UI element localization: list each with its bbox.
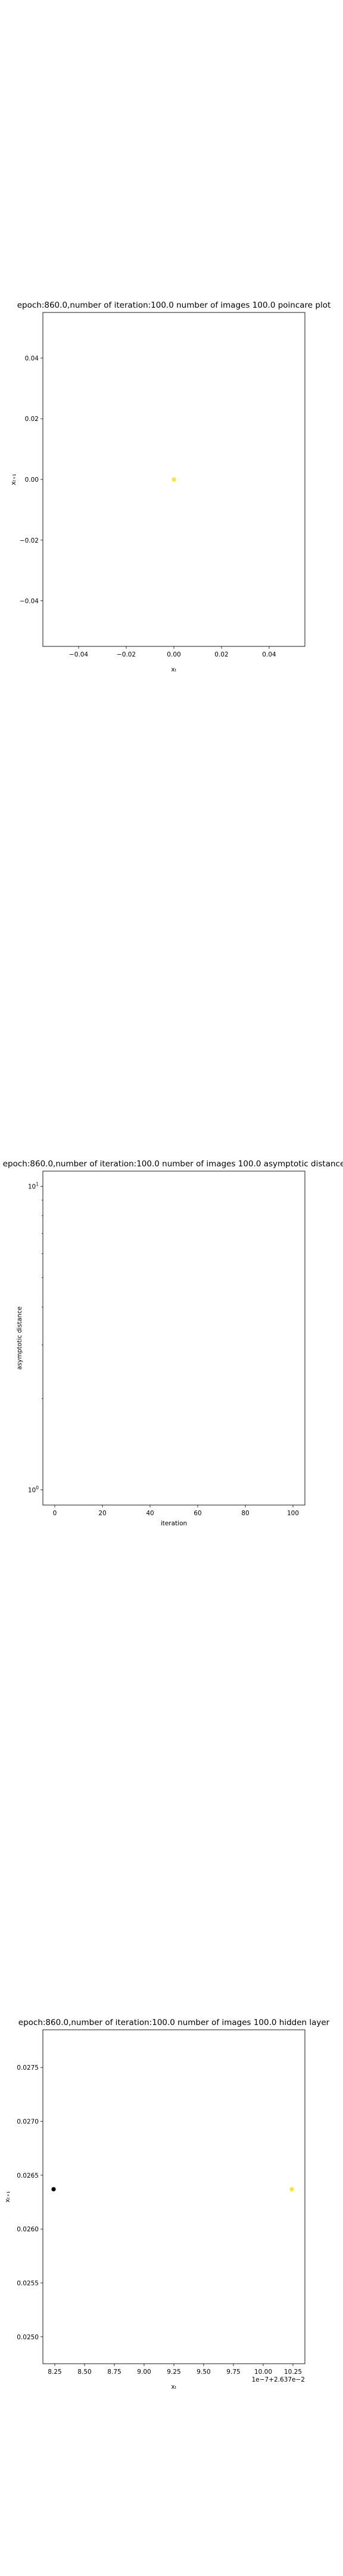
x-tick-label: 0.02 bbox=[214, 651, 228, 658]
x-tick-label: 80 bbox=[241, 1510, 249, 1517]
asymptotic-distance-frame bbox=[42, 1171, 305, 1506]
y-tick-label: 0.0270 bbox=[17, 2119, 39, 2126]
x-tick-label: 9.50 bbox=[197, 2368, 210, 2376]
asymptotic-distance-title: epoch:860.0,number of iteration:100.0 nu… bbox=[3, 1159, 343, 1169]
hidden-layer-marks: 8.25 8.50 8.75 9.00 9.25 9.50 9.75 10.00 10.25 0.… bbox=[17, 2064, 302, 2376]
scatter-point bbox=[289, 2187, 294, 2191]
x-tick-label: 0.04 bbox=[262, 651, 276, 658]
hidden-layer-frame bbox=[42, 2029, 305, 2364]
x-tick-label: 9.75 bbox=[226, 2368, 240, 2376]
figure-poincare-plot: epoch:860.0,number of iteration:100.0 nu… bbox=[0, 286, 343, 716]
y-tick-label: 0.0265 bbox=[17, 2172, 39, 2179]
y-tick-label: 0.02 bbox=[25, 416, 39, 423]
x-tick-label: 40 bbox=[146, 1510, 154, 1517]
y-tick-label: 0.0250 bbox=[17, 2334, 39, 2341]
x-tick-label: 100 bbox=[287, 1510, 299, 1517]
hidden-layer-xlabel: xₜ bbox=[171, 2383, 176, 2391]
scatter-point bbox=[172, 477, 176, 482]
x-tick-label: 8.50 bbox=[77, 2368, 91, 2376]
poincare-plot-title: epoch:860.0,number of iteration:100.0 nu… bbox=[17, 301, 331, 310]
asymptotic-distance-marks: 0 20 40 60 80 100 100 101 bbox=[28, 1181, 299, 1517]
y-tick-label: 0.0255 bbox=[17, 2280, 39, 2287]
poincare-plot-ylabel: xₜ₊₁ bbox=[10, 473, 17, 485]
figure-hidden-layer: epoch:860.0,number of iteration:100.0 nu… bbox=[0, 2004, 343, 2433]
x-tick-label: 8.75 bbox=[107, 2368, 121, 2376]
x-tick-label: 0.00 bbox=[167, 651, 180, 658]
poincare-plot-xlabel: xₜ bbox=[171, 666, 176, 673]
x-tick-label: 8.25 bbox=[48, 2368, 61, 2376]
scatter-point bbox=[51, 2187, 56, 2191]
x-tick-label: −0.02 bbox=[117, 651, 136, 658]
x-tick-label: 20 bbox=[98, 1510, 106, 1517]
poincare-plot-marks: −0.04 −0.02 0.00 0.02 0.04 −0.04 −0.02 0.00 0.02… bbox=[20, 355, 276, 658]
y-tick-label: 0.0275 bbox=[17, 2064, 39, 2072]
x-tick-label: 60 bbox=[194, 1510, 201, 1517]
figure-asymptotic-distance: epoch:860.0,number of iteration:100.0 nu… bbox=[0, 1145, 343, 1574]
x-tick-label: −0.04 bbox=[69, 651, 88, 658]
hidden-layer-title: epoch:860.0,number of iteration:100.0 nu… bbox=[18, 2018, 330, 2027]
x-tick-label: 9.25 bbox=[167, 2368, 180, 2376]
x-tick-label: 9.00 bbox=[137, 2368, 151, 2376]
asymptotic-distance-xlabel: iteration bbox=[161, 1520, 187, 1527]
x-tick-label: 0 bbox=[53, 1510, 57, 1517]
asymptotic-distance-ylabel: asymptotic distance bbox=[16, 1306, 23, 1370]
hidden-layer-svg: epoch:860.0,number of iteration:100.0 nu… bbox=[4, 2018, 330, 2391]
x-tick-label: 10.00 bbox=[254, 2368, 272, 2376]
poincare-plot-frame bbox=[42, 312, 305, 647]
hidden-layer-offset-text: 1e−7+2.637e−2 bbox=[252, 2376, 305, 2383]
y-tick-label: 0.0260 bbox=[17, 2226, 39, 2233]
y-tick-label: 101 bbox=[28, 1181, 39, 1190]
y-tick-label: 0.00 bbox=[25, 476, 39, 484]
y-tick-label: 100 bbox=[28, 1485, 39, 1494]
hidden-layer-ylabel: xₜ₊₁ bbox=[4, 2191, 11, 2202]
y-tick-label: −0.02 bbox=[20, 537, 39, 544]
y-tick-label: 0.04 bbox=[25, 355, 39, 362]
asymptotic-distance-svg: epoch:860.0,number of iteration:100.0 nu… bbox=[3, 1159, 343, 1527]
poincare-plot-svg: epoch:860.0,number of iteration:100.0 nu… bbox=[10, 301, 331, 673]
y-tick-label: −0.04 bbox=[20, 598, 39, 605]
x-tick-label: 10.25 bbox=[284, 2368, 302, 2376]
